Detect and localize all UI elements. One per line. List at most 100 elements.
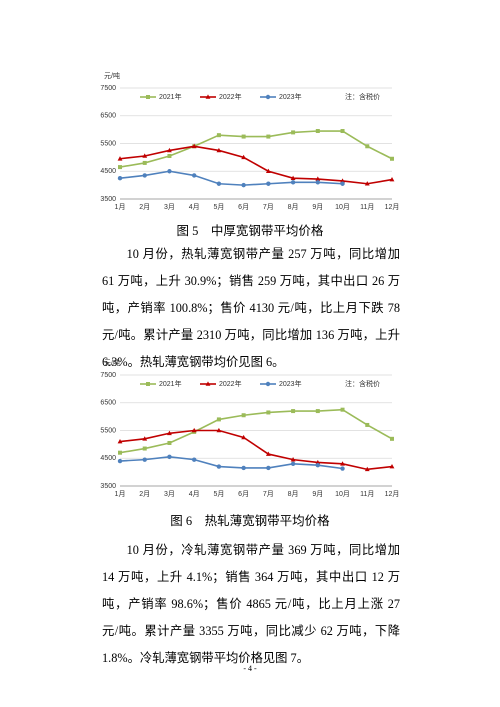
x-tick-label: 2月 bbox=[139, 490, 150, 497]
legend-label: 2023年 bbox=[279, 92, 302, 101]
x-tick-label: 6月 bbox=[238, 490, 249, 497]
y-tick-label: 6500 bbox=[100, 400, 116, 407]
marker bbox=[340, 466, 345, 471]
x-tick-label: 4月 bbox=[189, 490, 200, 497]
paragraph: 10 月份，热轧薄宽钢带产量 257 万吨，同比增加 61 万吨，上升 30.9… bbox=[102, 247, 400, 369]
x-tick-label: 9月 bbox=[312, 490, 323, 497]
figure-caption: 图 5 中厚宽钢带平均价格 bbox=[176, 224, 324, 238]
x-tick-label: 8月 bbox=[288, 203, 299, 210]
marker bbox=[146, 382, 150, 386]
marker bbox=[216, 427, 222, 433]
marker bbox=[390, 156, 394, 161]
marker bbox=[340, 129, 345, 134]
legend-label: 2022年 bbox=[219, 92, 242, 101]
marker bbox=[266, 181, 271, 186]
marker bbox=[241, 434, 247, 440]
y-tick-label: 6500 bbox=[100, 113, 116, 120]
series-line bbox=[119, 408, 393, 454]
x-tick-label: 1月 bbox=[115, 203, 126, 210]
x-tick-label: 10月 bbox=[335, 490, 350, 497]
marker bbox=[315, 176, 321, 181]
marker bbox=[191, 457, 197, 462]
marker bbox=[290, 180, 296, 185]
x-tick-label: 12月 bbox=[385, 203, 400, 210]
marker bbox=[315, 180, 321, 185]
marker bbox=[191, 173, 197, 178]
y-axis-label: 元/吨 bbox=[104, 358, 120, 367]
marker bbox=[216, 147, 222, 153]
y-tick-label: 7500 bbox=[100, 85, 116, 92]
y-tick-label: 5500 bbox=[100, 427, 116, 434]
x-tick-label: 2月 bbox=[139, 203, 150, 210]
marker bbox=[340, 407, 345, 412]
marker bbox=[290, 457, 296, 462]
marker bbox=[117, 156, 123, 161]
series-line bbox=[119, 429, 393, 471]
marker bbox=[167, 454, 172, 460]
marker bbox=[266, 410, 271, 415]
x-tick-label: 6月 bbox=[238, 203, 249, 210]
marker bbox=[167, 430, 172, 436]
marker bbox=[216, 417, 221, 422]
legend-label: 2021年 bbox=[159, 92, 182, 101]
marker bbox=[340, 181, 345, 186]
marker bbox=[216, 464, 222, 469]
marker bbox=[216, 181, 222, 186]
x-tick-label: 11月 bbox=[360, 203, 374, 210]
marker bbox=[365, 422, 370, 427]
chart: 元/吨注：含税价 3500 4500 5500 6500 7500 1月 2月 3月 4月 5月 6月… bbox=[100, 71, 400, 210]
marker bbox=[265, 451, 271, 456]
marker bbox=[265, 381, 271, 387]
marker bbox=[364, 181, 370, 186]
series-line bbox=[119, 170, 343, 186]
legend-label: 2023年 bbox=[279, 379, 302, 388]
marker bbox=[205, 381, 211, 386]
marker bbox=[290, 175, 296, 180]
x-tick-label: 4月 bbox=[189, 203, 200, 210]
marker bbox=[340, 461, 345, 466]
marker bbox=[205, 94, 211, 99]
marker bbox=[142, 173, 147, 178]
y-tick-label: 4500 bbox=[100, 168, 116, 175]
y-tick-label: 4500 bbox=[100, 455, 116, 462]
marker bbox=[191, 427, 197, 433]
marker bbox=[142, 153, 148, 158]
y-tick-label: 3500 bbox=[100, 196, 116, 203]
marker bbox=[291, 130, 296, 135]
x-tick-label: 7月 bbox=[263, 203, 274, 210]
x-tick-label: 5月 bbox=[213, 490, 224, 497]
marker bbox=[390, 436, 394, 441]
legend-label: 2022年 bbox=[219, 379, 242, 388]
page-number: - 4 - bbox=[243, 664, 257, 673]
x-tick-label: 10月 bbox=[335, 203, 350, 210]
x-tick-label: 9月 bbox=[312, 203, 323, 210]
marker bbox=[117, 175, 123, 181]
marker bbox=[266, 465, 271, 471]
marker bbox=[191, 143, 197, 149]
y-tick-label: 3500 bbox=[100, 483, 116, 490]
y-tick-label: 7500 bbox=[100, 372, 116, 379]
figure-caption: 图 6 热轧薄宽钢带平均价格 bbox=[170, 514, 330, 528]
marker bbox=[118, 165, 122, 170]
x-tick-label: 12月 bbox=[385, 490, 400, 497]
marker bbox=[291, 409, 296, 414]
marker bbox=[241, 465, 246, 471]
x-tick-label: 8月 bbox=[288, 490, 299, 497]
series-line bbox=[119, 145, 393, 185]
x-tick-label: 1月 bbox=[115, 490, 126, 497]
marker bbox=[167, 440, 172, 445]
x-tick-label: 3月 bbox=[164, 203, 175, 210]
note: 注：含税价 bbox=[345, 379, 380, 388]
marker bbox=[315, 459, 321, 465]
marker bbox=[340, 178, 345, 183]
marker bbox=[241, 413, 246, 418]
marker bbox=[389, 463, 395, 469]
legend-label: 2021年 bbox=[159, 379, 182, 388]
marker bbox=[142, 160, 147, 165]
marker bbox=[389, 176, 395, 182]
series-line bbox=[119, 456, 343, 470]
note: 注：含税价 bbox=[345, 92, 380, 101]
marker bbox=[266, 134, 271, 139]
marker bbox=[117, 439, 123, 444]
